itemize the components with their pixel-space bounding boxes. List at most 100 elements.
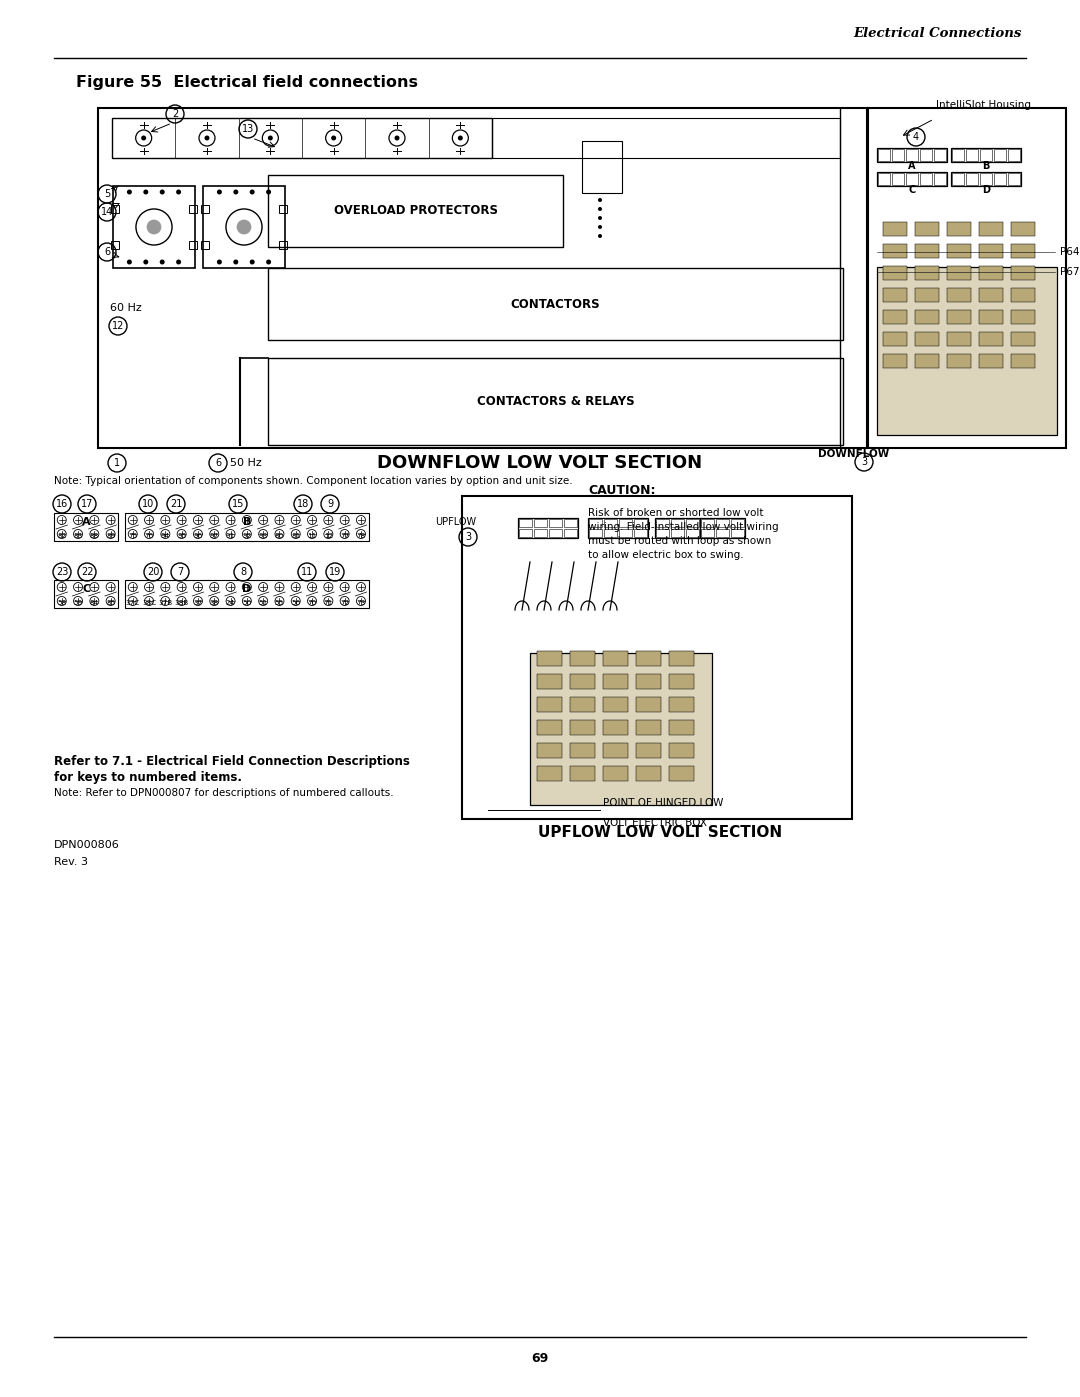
- Bar: [112, 117, 492, 158]
- Bar: [877, 267, 1057, 434]
- Bar: [701, 520, 714, 527]
- Bar: [656, 520, 669, 527]
- Text: 71: 71: [324, 599, 333, 606]
- Text: 18: 18: [297, 499, 309, 509]
- Bar: [111, 242, 119, 249]
- Bar: [947, 244, 971, 258]
- Text: VOLT ELECTRIC BOX: VOLT ELECTRIC BOX: [603, 819, 707, 828]
- Bar: [883, 332, 907, 346]
- Bar: [570, 697, 595, 712]
- Bar: [268, 268, 843, 339]
- Bar: [947, 222, 971, 236]
- Text: 78: 78: [356, 534, 365, 539]
- Circle shape: [598, 225, 602, 229]
- Text: 92: 92: [242, 534, 252, 539]
- Bar: [966, 173, 978, 184]
- Bar: [634, 520, 647, 527]
- Bar: [980, 173, 993, 184]
- Text: 7: 7: [177, 567, 184, 577]
- Bar: [700, 518, 745, 538]
- Circle shape: [127, 260, 132, 264]
- Bar: [603, 766, 627, 781]
- Text: 95: 95: [177, 534, 186, 539]
- Bar: [519, 520, 532, 527]
- Bar: [980, 149, 993, 161]
- Circle shape: [204, 136, 210, 141]
- Bar: [883, 244, 907, 258]
- Bar: [868, 108, 1066, 448]
- Bar: [701, 529, 714, 536]
- Bar: [877, 148, 947, 162]
- Bar: [603, 719, 627, 735]
- Bar: [686, 520, 699, 527]
- Circle shape: [233, 190, 239, 194]
- Bar: [883, 353, 907, 367]
- Bar: [636, 651, 661, 666]
- Bar: [920, 149, 932, 161]
- Bar: [518, 518, 578, 538]
- Text: DOWNFLOW: DOWNFLOW: [818, 448, 889, 460]
- Text: 16: 16: [56, 499, 68, 509]
- Text: Rev. 3: Rev. 3: [54, 856, 87, 868]
- Bar: [1008, 173, 1020, 184]
- Text: 94: 94: [161, 534, 170, 539]
- Text: 3: 3: [464, 532, 471, 542]
- Text: 23: 23: [56, 567, 68, 577]
- Bar: [189, 242, 197, 249]
- Bar: [1011, 222, 1035, 236]
- Text: C: C: [908, 184, 916, 196]
- Bar: [716, 520, 729, 527]
- Bar: [549, 529, 562, 536]
- Text: 15: 15: [232, 499, 244, 509]
- Bar: [947, 288, 971, 302]
- Bar: [951, 149, 964, 161]
- Text: UPFLOW LOW VOLT SECTION: UPFLOW LOW VOLT SECTION: [538, 826, 782, 840]
- Text: 24: 24: [226, 599, 235, 606]
- Text: CAUTION:: CAUTION:: [588, 483, 656, 497]
- Bar: [978, 353, 1003, 367]
- Text: 20: 20: [147, 567, 159, 577]
- Bar: [98, 108, 867, 448]
- Text: 1: 1: [113, 458, 120, 468]
- Circle shape: [141, 136, 146, 141]
- Text: 73: 73: [356, 599, 365, 606]
- Bar: [537, 673, 562, 689]
- Text: P67: P67: [1059, 267, 1080, 277]
- Text: 58: 58: [57, 599, 66, 606]
- Bar: [462, 496, 852, 819]
- Bar: [603, 651, 627, 666]
- Text: 19: 19: [329, 567, 341, 577]
- Bar: [978, 332, 1003, 346]
- Text: OVERLOAD PROTECTORS: OVERLOAD PROTECTORS: [334, 204, 498, 218]
- Bar: [534, 520, 546, 527]
- Text: 81: 81: [292, 534, 300, 539]
- Bar: [636, 673, 661, 689]
- Bar: [731, 520, 744, 527]
- Text: 60 Hz: 60 Hz: [110, 303, 141, 313]
- Bar: [656, 529, 669, 536]
- Circle shape: [332, 136, 336, 141]
- Text: Note: Typical orientation of components shown. Component location varies by opti: Note: Typical orientation of components …: [54, 476, 572, 486]
- Bar: [636, 743, 661, 759]
- Text: 6: 6: [215, 458, 221, 468]
- Circle shape: [458, 136, 463, 141]
- Text: 9: 9: [327, 499, 333, 509]
- Bar: [1011, 353, 1035, 367]
- Text: 72: 72: [340, 599, 349, 606]
- Circle shape: [598, 235, 602, 237]
- Bar: [686, 529, 699, 536]
- Text: POINT OF HINGED LOW: POINT OF HINGED LOW: [603, 798, 724, 807]
- Text: 69: 69: [531, 1351, 549, 1365]
- Circle shape: [147, 219, 161, 235]
- Text: A: A: [82, 517, 91, 527]
- Circle shape: [598, 198, 602, 203]
- Text: to allow electric box to swing.: to allow electric box to swing.: [588, 550, 744, 560]
- Text: D: D: [982, 184, 990, 196]
- Bar: [537, 743, 562, 759]
- Text: 50: 50: [242, 599, 252, 606]
- Bar: [1011, 244, 1035, 258]
- Bar: [951, 172, 1021, 186]
- Text: 96: 96: [193, 534, 203, 539]
- Circle shape: [598, 207, 602, 211]
- Bar: [994, 149, 1005, 161]
